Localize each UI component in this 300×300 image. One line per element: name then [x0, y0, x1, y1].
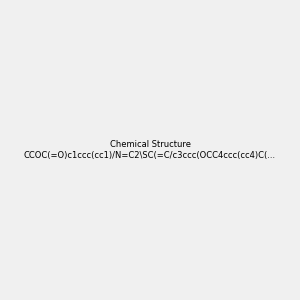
Text: Chemical Structure
CCOC(=O)c1ccc(cc1)/N=C2\SC(=C/c3ccc(OCC4ccc(cc4)C(...: Chemical Structure CCOC(=O)c1ccc(cc1)/N=…: [24, 140, 276, 160]
